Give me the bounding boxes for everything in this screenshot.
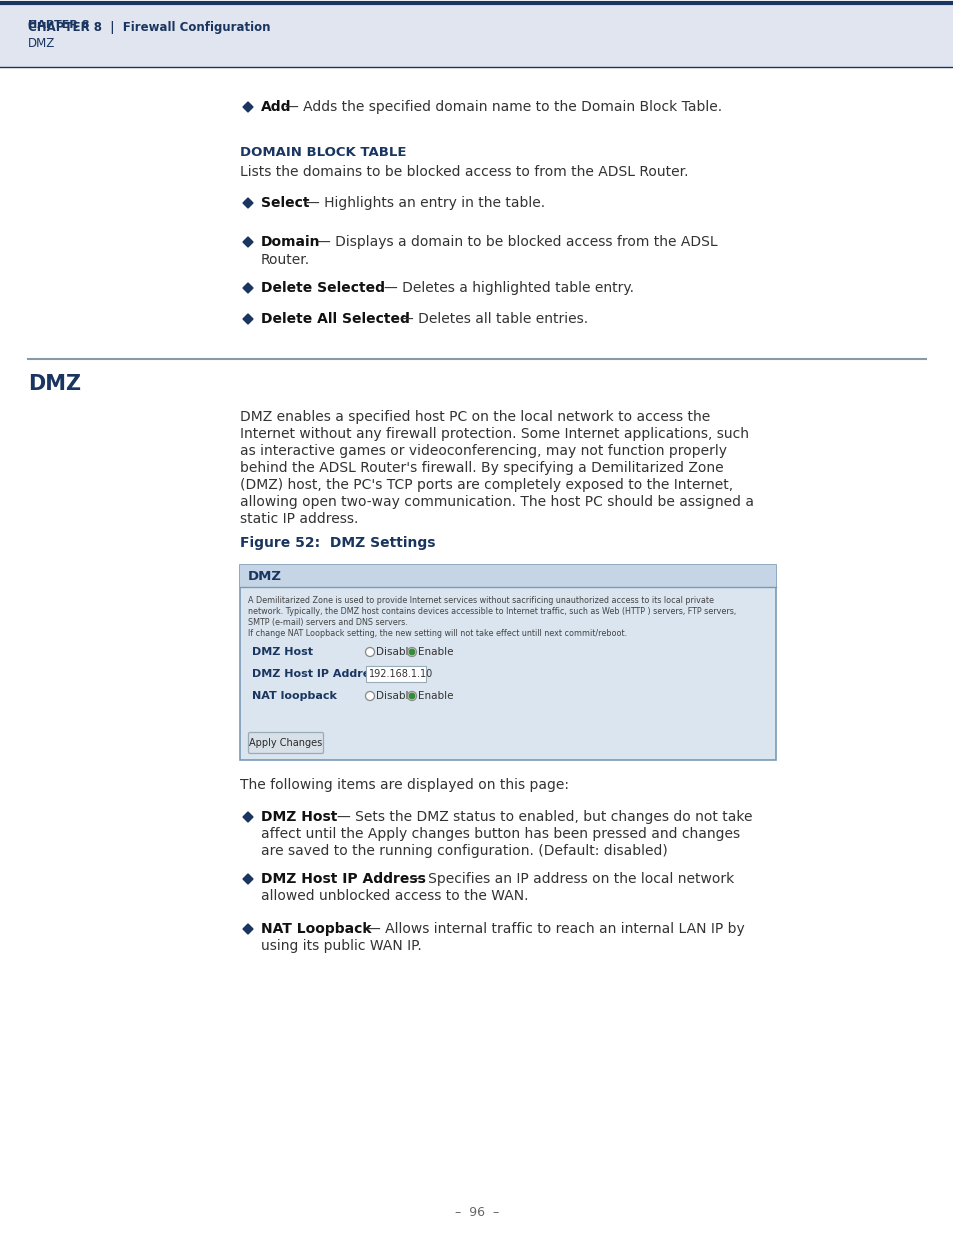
Text: Add: Add: [261, 100, 292, 114]
Text: — Deletes all table entries.: — Deletes all table entries.: [399, 312, 587, 326]
Polygon shape: [243, 924, 253, 934]
Polygon shape: [243, 314, 253, 324]
Bar: [240, 564, 775, 760]
Text: Apply Changes: Apply Changes: [249, 739, 322, 748]
Polygon shape: [243, 283, 253, 293]
Text: Disable: Disable: [375, 647, 415, 657]
Polygon shape: [243, 811, 253, 823]
Text: DMZ: DMZ: [28, 37, 55, 49]
Text: HAPTER 8: HAPTER 8: [28, 20, 90, 30]
Text: DMZ Host: DMZ Host: [252, 647, 313, 657]
Text: The following items are displayed on this page:: The following items are displayed on thi…: [240, 778, 568, 792]
Text: are saved to the running configuration. (Default: disabled): are saved to the running configuration. …: [261, 844, 667, 858]
Text: DMZ Host IP Address: DMZ Host IP Address: [261, 872, 425, 885]
Text: NAT loopback: NAT loopback: [252, 692, 336, 701]
Text: Select: Select: [261, 196, 309, 210]
Text: DMZ enables a specified host PC on the local network to access the: DMZ enables a specified host PC on the l…: [240, 410, 709, 424]
Text: using its public WAN IP.: using its public WAN IP.: [261, 939, 421, 953]
Text: — Highlights an entry in the table.: — Highlights an entry in the table.: [306, 196, 544, 210]
Text: A Demilitarized Zone is used to provide Internet services without sacrificing un: A Demilitarized Zone is used to provide …: [248, 597, 713, 605]
Text: allowing open two-way communication. The host PC should be assigned a: allowing open two-way communication. The…: [240, 495, 753, 509]
Polygon shape: [243, 103, 253, 112]
Text: network. Typically, the DMZ host contains devices accessible to Internet traffic: network. Typically, the DMZ host contain…: [248, 606, 736, 616]
Text: — Deletes a highlighted table entry.: — Deletes a highlighted table entry.: [384, 282, 634, 295]
Circle shape: [365, 692, 375, 700]
Text: Router.: Router.: [261, 253, 310, 267]
Text: Lists the domains to be blocked access to from the ADSL Router.: Lists the domains to be blocked access t…: [240, 165, 688, 179]
Text: Internet without any firewall protection. Some Internet applications, such: Internet without any firewall protection…: [240, 427, 748, 441]
Text: DMZ Host: DMZ Host: [261, 810, 337, 824]
Text: Figure 52:  DMZ Settings: Figure 52: DMZ Settings: [240, 536, 435, 550]
Text: SMTP (e-mail) servers and DNS servers.: SMTP (e-mail) servers and DNS servers.: [248, 618, 407, 627]
Bar: [0, 2, 953, 67]
Text: Delete All Selected: Delete All Selected: [261, 312, 410, 326]
Text: CHAPTER 8  |  Firewall Configuration: CHAPTER 8 | Firewall Configuration: [28, 21, 271, 33]
Text: static IP address.: static IP address.: [240, 513, 358, 526]
FancyBboxPatch shape: [248, 732, 323, 753]
Circle shape: [407, 692, 416, 700]
Circle shape: [365, 647, 375, 657]
Text: C: C: [28, 20, 36, 30]
Text: affect until the Apply changes button has been pressed and changes: affect until the Apply changes button ha…: [261, 827, 740, 841]
Polygon shape: [243, 237, 253, 247]
Circle shape: [407, 647, 416, 657]
Text: — Sets the DMZ status to enabled, but changes do not take: — Sets the DMZ status to enabled, but ch…: [336, 810, 752, 824]
Circle shape: [409, 693, 415, 699]
Text: — Displays a domain to be blocked access from the ADSL: — Displays a domain to be blocked access…: [316, 235, 717, 249]
Text: If change NAT Loopback setting, the new setting will not take effect untill next: If change NAT Loopback setting, the new …: [248, 629, 626, 638]
Text: as interactive games or videoconferencing, may not function properly: as interactive games or videoconferencin…: [240, 445, 726, 458]
Text: behind the ADSL Router's firewall. By specifying a Demilitarized Zone: behind the ADSL Router's firewall. By sp…: [240, 461, 723, 475]
Text: NAT Loopback: NAT Loopback: [261, 923, 371, 936]
Text: Domain: Domain: [261, 235, 320, 249]
Text: — Adds the specified domain name to the Domain Block Table.: — Adds the specified domain name to the …: [285, 100, 721, 114]
Polygon shape: [243, 198, 253, 207]
Text: Enable: Enable: [417, 647, 453, 657]
Text: DOMAIN BLOCK TABLE: DOMAIN BLOCK TABLE: [240, 146, 406, 158]
Bar: [366, 666, 426, 682]
Text: Enable: Enable: [417, 692, 453, 701]
Text: DMZ: DMZ: [248, 569, 282, 583]
Circle shape: [409, 650, 415, 655]
Bar: [240, 564, 775, 587]
Text: allowed unblocked access to the WAN.: allowed unblocked access to the WAN.: [261, 889, 528, 903]
Text: Disable: Disable: [375, 692, 415, 701]
Text: DMZ: DMZ: [28, 374, 81, 394]
Text: –  96  –: – 96 –: [455, 1207, 498, 1219]
Text: DMZ Host IP Address: DMZ Host IP Address: [252, 669, 383, 679]
Text: — Specifies an IP address on the local network: — Specifies an IP address on the local n…: [410, 872, 734, 885]
Text: 192.168.1.10: 192.168.1.10: [369, 669, 433, 679]
Text: Delete Selected: Delete Selected: [261, 282, 385, 295]
Polygon shape: [243, 874, 253, 884]
Text: (DMZ) host, the PC's TCP ports are completely exposed to the Internet,: (DMZ) host, the PC's TCP ports are compl…: [240, 478, 732, 492]
Text: — Allows internal traffic to reach an internal LAN IP by: — Allows internal traffic to reach an in…: [367, 923, 744, 936]
